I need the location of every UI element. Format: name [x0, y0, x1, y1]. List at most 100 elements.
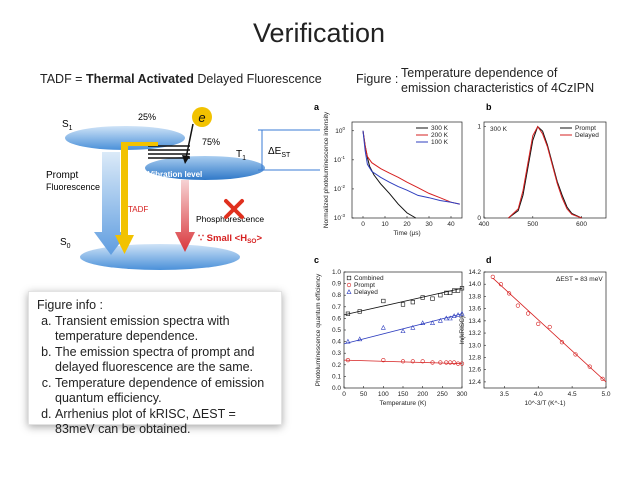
x-tick-label: 20 — [403, 221, 411, 228]
y-tick-label: 13.0 — [468, 342, 481, 349]
t1-level — [145, 156, 265, 180]
series-line — [362, 130, 460, 205]
y-axis-label: Photoluminescence quantum efficiency — [315, 273, 322, 386]
tadf-rest: Delayed Fluorescence — [193, 72, 322, 86]
data-point — [357, 336, 363, 342]
y-tick-label: 0.2 — [332, 362, 341, 369]
data-point — [536, 321, 541, 326]
data-point — [547, 324, 552, 330]
chart-panel-a: a 0 10 20 30 40 100 10-1 10-2 10-3 Time (μs) Normal… — [314, 102, 463, 237]
page-title: Verification — [252, 18, 386, 48]
y-tick-label: 13.8 — [468, 293, 481, 300]
energy-diagram: Vibration level e S1 S0 T1 25% 75% ΔEST … — [46, 107, 320, 270]
electron-label: e — [198, 110, 205, 125]
data-point — [410, 359, 415, 364]
data-point — [459, 310, 465, 316]
data-point — [430, 320, 435, 325]
figure-caption-line1: Temperature dependence of — [401, 66, 558, 80]
x-tick-label: 5.0 — [601, 391, 610, 398]
x-axis-label: Time (μs) — [393, 230, 420, 237]
y-tick-label: 13.6 — [468, 306, 481, 313]
y-tick-label: 1.0 — [332, 269, 341, 276]
x-tick-label: 4.5 — [568, 391, 577, 398]
data-point — [452, 360, 457, 365]
y-tick-label: 100 — [335, 126, 345, 135]
y-tick-label: 0 — [477, 215, 481, 222]
data-point — [357, 309, 362, 314]
chart-panel-d: d 3.5 4.0 4.5 5.0 12.4 12.6 12.8 13.0 13.2 13.4 13.… — [459, 255, 611, 407]
x-tick-label: 500 — [527, 221, 538, 228]
tadf-bold: Thermal Activated — [85, 72, 194, 86]
data-point — [448, 360, 453, 365]
data-point — [420, 320, 426, 325]
figure-info-item: Arrhenius plot of kRISC, ΔEST = 83meV ca… — [55, 407, 273, 438]
y-tick-label: 0.4 — [332, 339, 341, 346]
x-tick-label: 600 — [576, 221, 587, 228]
x-tick-label: 400 — [479, 221, 490, 228]
y-tick-label: 0.6 — [332, 315, 341, 322]
phosphorescence-arrow — [175, 180, 195, 252]
y-tick-label: 0.0 — [332, 385, 341, 392]
x-tick-label: 30 — [425, 221, 433, 228]
y-tick-label: 14.0 — [468, 281, 481, 288]
tadf-arrow-down — [115, 145, 134, 254]
data-point — [498, 282, 504, 287]
panel-label: d — [486, 255, 492, 265]
x-tick-label: 0 — [361, 221, 365, 228]
y-tick-label: 10-1 — [334, 155, 346, 164]
cross-icon — [224, 199, 244, 219]
data-point — [400, 328, 406, 334]
x-tick-label: 150 — [398, 391, 409, 398]
y-axis-label: ln(kRISC) — [459, 316, 466, 344]
x-tick-label: 10 — [381, 221, 389, 228]
data-point — [443, 315, 449, 321]
figure-info-item: Transient emission spectra with temperat… — [55, 314, 273, 345]
plot-frame — [483, 121, 607, 219]
data-point — [600, 376, 605, 381]
y-tick-label: 12.4 — [468, 379, 481, 386]
series-line — [362, 130, 417, 219]
s1-label: S1 — [62, 119, 73, 132]
legend-label: Delayed — [354, 289, 378, 296]
figure-info-heading: Figure info : — [37, 298, 104, 312]
y-tick-label: 0.7 — [332, 304, 341, 311]
figure-info-item: The emission spectra of prompt and delay… — [55, 345, 273, 376]
pct-25: 25% — [138, 112, 156, 122]
y-tick-label: 14.2 — [468, 269, 481, 276]
fit-line — [492, 277, 607, 383]
legend-swatch — [346, 275, 352, 281]
data-point — [559, 340, 565, 345]
data-point — [438, 360, 443, 365]
data-point — [459, 286, 465, 291]
legend-label: 100 K — [431, 139, 449, 146]
chart-panel-c: c 0 50 100 150 200 250 300 0.0 0.1 0.2 0.3 0.4 0.5 0.6… — [314, 255, 468, 407]
isc-arrow — [185, 123, 194, 159]
data-point — [459, 361, 465, 366]
pct-75: 75% — [202, 137, 220, 147]
series-line — [362, 130, 460, 205]
prompt-label-1: Prompt — [46, 170, 78, 181]
y-tick-label: 1 — [477, 124, 481, 131]
tadf-label: TADF — [128, 205, 148, 214]
delta-est-label: ΔEST — [268, 146, 291, 159]
legend-label: Delayed — [575, 132, 599, 139]
data-point — [455, 288, 461, 293]
x-tick-label: 300 — [457, 391, 468, 398]
data-point — [452, 288, 457, 293]
y-tick-label: 12.8 — [468, 354, 481, 361]
data-point — [444, 360, 449, 365]
figure-info-box: Figure info : Transient emission spectra… — [28, 291, 282, 436]
data-point — [515, 303, 520, 308]
y-tick-label: 0.8 — [332, 292, 341, 299]
delta-est-bracket — [258, 129, 320, 171]
data-point — [444, 290, 449, 295]
prompt-arrow — [94, 152, 128, 255]
y-tick-label: 0.1 — [332, 373, 341, 380]
legend-label: Combined — [354, 275, 384, 282]
data-point — [455, 361, 461, 366]
figure-caption-lead: Figure : — [356, 72, 399, 86]
data-point — [455, 312, 461, 317]
x-tick-label: 250 — [437, 391, 448, 398]
x-tick-label: 100 — [378, 391, 389, 398]
